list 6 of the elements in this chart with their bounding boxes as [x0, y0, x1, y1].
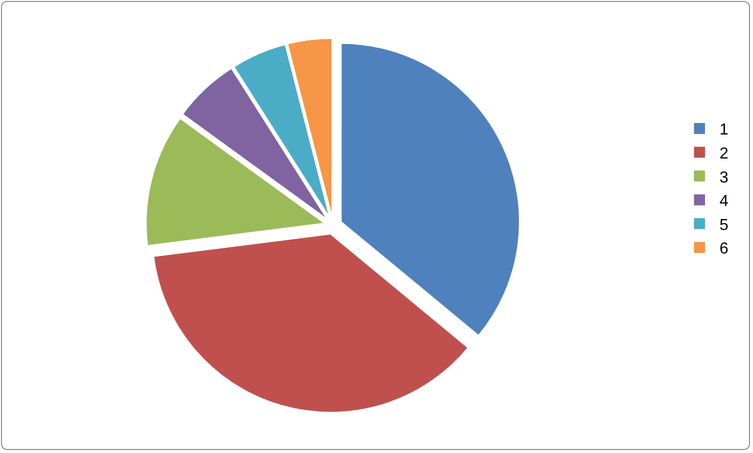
- legend-label: 6: [720, 240, 729, 258]
- legend-label: 4: [720, 193, 729, 210]
- legend-label: 2: [720, 145, 729, 162]
- legend-label: 1: [720, 122, 729, 139]
- legend-label: 3: [720, 169, 729, 186]
- legend-label: 5: [720, 216, 729, 234]
